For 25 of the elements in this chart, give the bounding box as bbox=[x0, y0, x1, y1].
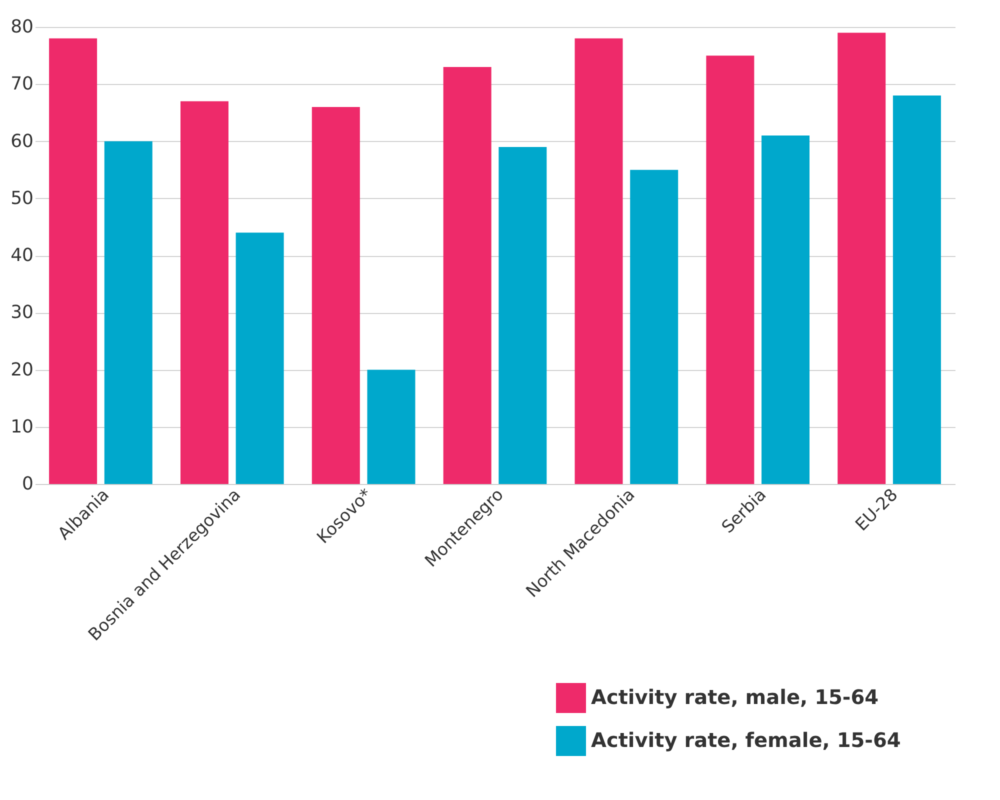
y-tick-label: 10 bbox=[10, 416, 34, 438]
y-tick-label: 40 bbox=[10, 245, 34, 266]
legend-label: Activity rate, female, 15-64 bbox=[591, 728, 901, 752]
bar bbox=[498, 146, 547, 484]
y-tick-label: 50 bbox=[10, 188, 34, 209]
y-tick-label: 30 bbox=[10, 302, 34, 324]
bar bbox=[104, 141, 152, 484]
bar bbox=[367, 370, 416, 484]
bar bbox=[892, 96, 941, 484]
bar bbox=[706, 56, 754, 484]
bar bbox=[180, 101, 228, 484]
y-tick-label: 0 bbox=[22, 474, 34, 494]
bar bbox=[443, 66, 492, 484]
y-tick-label: 80 bbox=[10, 16, 34, 38]
bar bbox=[838, 32, 886, 484]
bar bbox=[236, 232, 284, 484]
bar bbox=[312, 106, 360, 484]
legend-label: Activity rate, male, 15-64 bbox=[591, 685, 879, 709]
bar bbox=[762, 136, 810, 484]
y-tick-label: 70 bbox=[10, 74, 34, 95]
bar bbox=[630, 170, 678, 484]
y-tick-label: 60 bbox=[10, 130, 34, 152]
bar bbox=[49, 38, 98, 484]
y-tick-label: 20 bbox=[10, 359, 34, 380]
bar bbox=[574, 38, 623, 484]
